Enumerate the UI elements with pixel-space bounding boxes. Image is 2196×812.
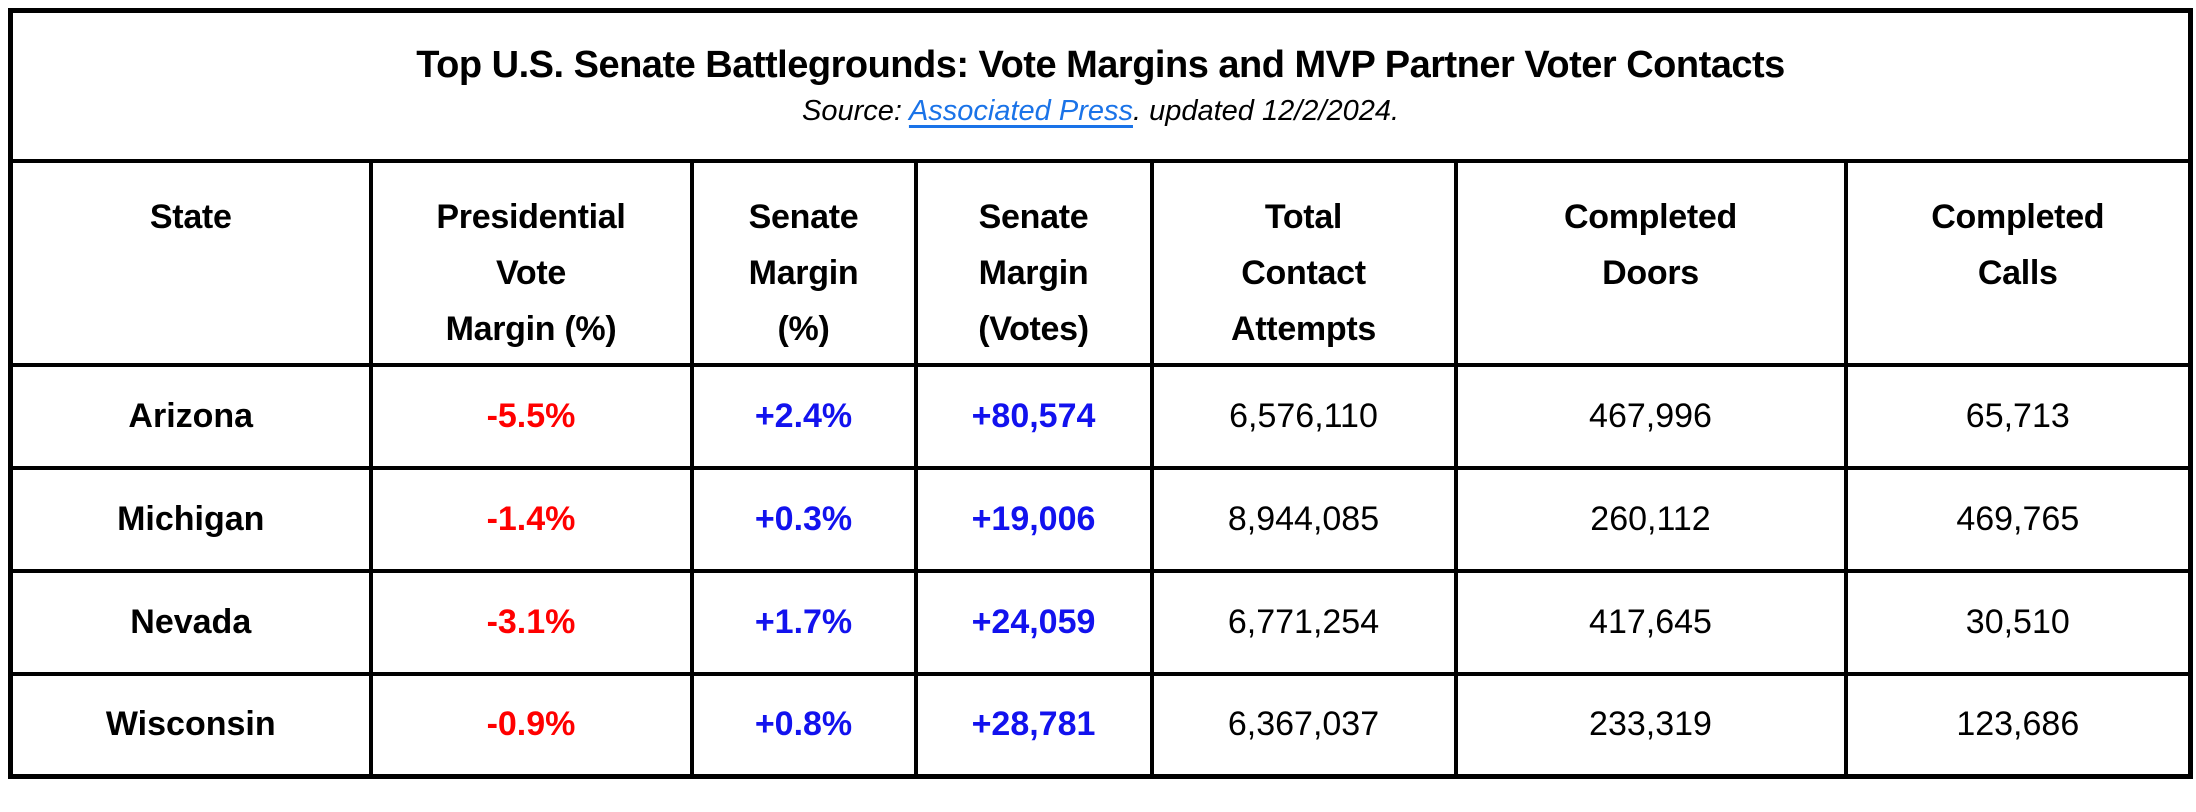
table-row: Arizona -5.5% +2.4% +80,574 6,576,110 46…: [8, 362, 2193, 470]
cell-completed-doors: 467,996: [1453, 362, 1848, 470]
cell-completed-doors: 417,645: [1453, 568, 1848, 676]
source-link[interactable]: Associated Press: [908, 94, 1133, 127]
table-title: Top U.S. Senate Battlegrounds: Vote Marg…: [416, 43, 1785, 86]
cell-state: Arizona: [8, 362, 373, 470]
cell-completed-doors: 260,112: [1453, 465, 1848, 573]
cell-completed-calls: 30,510: [1843, 568, 2193, 676]
battlegrounds-table: Top U.S. Senate Battlegrounds: Vote Marg…: [8, 8, 2194, 779]
cell-contact-attempts: 8,944,085: [1149, 465, 1458, 573]
cell-contact-attempts: 6,367,037: [1149, 671, 1458, 779]
source-prefix: Source:: [802, 94, 909, 127]
source-suffix: . updated 12/2/2024.: [1132, 94, 1400, 127]
cell-state: Wisconsin: [8, 671, 373, 779]
header-row: State Presidential Vote Margin (%) Senat…: [8, 158, 2193, 367]
cell-presidential-margin: -0.9%: [368, 671, 694, 779]
cell-completed-calls: 469,765: [1843, 465, 2193, 573]
col-header-senate-margin-pct: Senate Margin (%): [689, 158, 918, 367]
cell-senate-margin-pct: +2.4%: [689, 362, 918, 470]
cell-completed-calls: 123,686: [1843, 671, 2193, 779]
title-cell: Top U.S. Senate Battlegrounds: Vote Marg…: [8, 8, 2193, 163]
col-header-presidential-vote-margin: Presidential Vote Margin (%): [368, 158, 694, 367]
table-row: Nevada -3.1% +1.7% +24,059 6,771,254 417…: [8, 568, 2193, 676]
cell-presidential-margin: -3.1%: [368, 568, 694, 676]
cell-senate-margin-votes: +24,059: [913, 568, 1154, 676]
cell-completed-calls: 65,713: [1843, 362, 2193, 470]
cell-state: Nevada: [8, 568, 373, 676]
title-row: Top U.S. Senate Battlegrounds: Vote Marg…: [8, 8, 2193, 163]
table-row: Wisconsin -0.9% +0.8% +28,781 6,367,037 …: [8, 671, 2193, 779]
cell-senate-margin-votes: +28,781: [913, 671, 1154, 779]
col-header-senate-margin-votes: Senate Margin (Votes): [913, 158, 1154, 367]
cell-contact-attempts: 6,771,254: [1149, 568, 1458, 676]
page: Top U.S. Senate Battlegrounds: Vote Marg…: [8, 8, 2194, 779]
cell-senate-margin-pct: +0.3%: [689, 465, 918, 573]
cell-contact-attempts: 6,576,110: [1149, 362, 1458, 470]
cell-presidential-margin: -1.4%: [368, 465, 694, 573]
col-header-total-contact-attempts: Total Contact Attempts: [1149, 158, 1458, 367]
cell-senate-margin-pct: +1.7%: [689, 568, 918, 676]
col-header-completed-doors: Completed Doors: [1453, 158, 1848, 367]
cell-senate-margin-pct: +0.8%: [689, 671, 918, 779]
cell-senate-margin-votes: +19,006: [913, 465, 1154, 573]
table-row: Michigan -1.4% +0.3% +19,006 8,944,085 2…: [8, 465, 2193, 573]
cell-state: Michigan: [8, 465, 373, 573]
cell-senate-margin-votes: +80,574: [913, 362, 1154, 470]
col-header-completed-calls: Completed Calls: [1843, 158, 2193, 367]
cell-completed-doors: 233,319: [1453, 671, 1848, 779]
cell-presidential-margin: -5.5%: [368, 362, 694, 470]
col-header-state: State: [8, 158, 373, 367]
source-line: Source: Associated Press. updated 12/2/2…: [15, 94, 2187, 128]
